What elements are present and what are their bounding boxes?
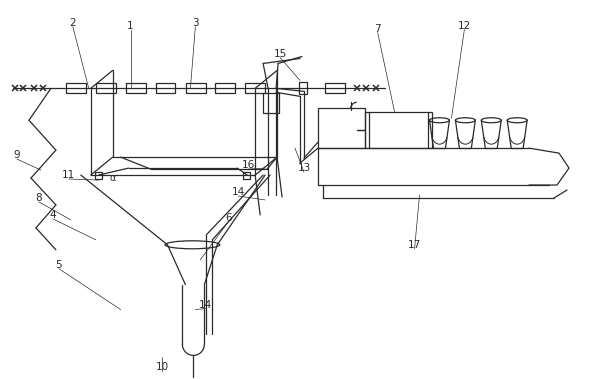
- Bar: [125, 83, 146, 93]
- Bar: [365, 112, 431, 148]
- Text: 15: 15: [273, 49, 287, 58]
- Text: 13: 13: [298, 163, 311, 173]
- Bar: [156, 83, 175, 93]
- Text: 5: 5: [56, 260, 62, 270]
- Bar: [66, 83, 86, 93]
- Text: 6: 6: [225, 213, 232, 223]
- Text: 4: 4: [49, 210, 56, 220]
- Text: 16: 16: [242, 160, 255, 170]
- Bar: [318, 108, 365, 148]
- Bar: [187, 83, 206, 93]
- Text: 10: 10: [156, 362, 169, 372]
- Text: 11: 11: [62, 170, 75, 180]
- Bar: [263, 93, 279, 113]
- Bar: [245, 83, 265, 93]
- Text: 17: 17: [408, 240, 421, 250]
- Bar: [95, 172, 102, 179]
- Text: 7: 7: [374, 23, 381, 34]
- Text: 12: 12: [458, 20, 471, 31]
- Text: α: α: [109, 173, 116, 183]
- Text: 3: 3: [192, 17, 198, 28]
- Bar: [299, 82, 307, 94]
- Text: 2: 2: [69, 17, 76, 28]
- Text: 14: 14: [232, 187, 245, 197]
- Bar: [243, 172, 250, 179]
- Text: 14: 14: [199, 299, 212, 310]
- Text: 8: 8: [36, 193, 42, 203]
- Bar: [215, 83, 235, 93]
- Bar: [96, 83, 116, 93]
- Text: 1: 1: [127, 20, 134, 31]
- Bar: [325, 83, 345, 93]
- Text: 9: 9: [14, 150, 20, 160]
